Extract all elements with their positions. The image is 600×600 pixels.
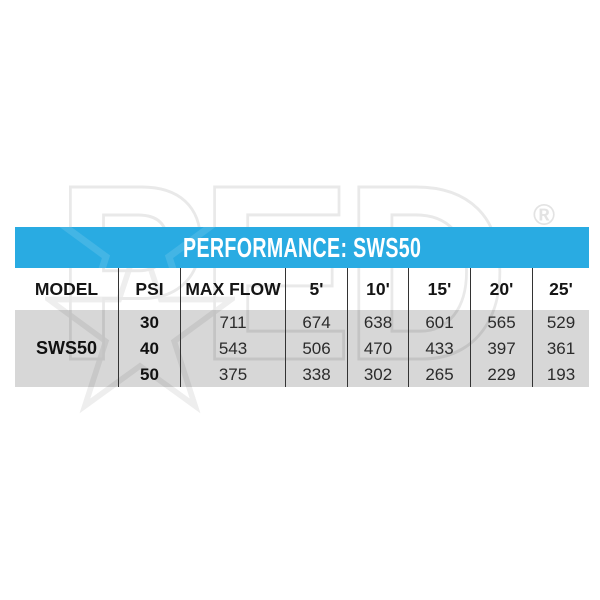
value-cell-20ft: 397 (470, 336, 532, 362)
value-cell-5ft: 674 (285, 310, 347, 336)
column-header-15ft: 15' (408, 268, 470, 310)
psi-cell: 30 (118, 310, 180, 336)
column-header-10ft: 10' (347, 268, 408, 310)
column-header-25ft: 25' (532, 268, 589, 310)
table-title-bar: PERFORMANCE: SWS50 (15, 227, 589, 268)
value-cell-15ft: 601 (408, 310, 470, 336)
performance-table: PERFORMANCE: SWS50 MODEL PSI MAX FLOW 5'… (15, 227, 589, 387)
column-header-model: MODEL (34, 278, 99, 299)
value-cell-10ft: 470 (347, 336, 408, 362)
value-cell-maxflow: 543 (180, 336, 285, 362)
value-cell-25ft: 529 (532, 310, 589, 336)
value-cell-5ft: 506 (285, 336, 347, 362)
psi-cell: 50 (118, 362, 180, 387)
psi-cell: 40 (118, 336, 180, 362)
column-header-5ft: 5' (285, 268, 347, 310)
value-cell-15ft: 265 (408, 362, 470, 387)
table-title: PERFORMANCE: SWS50 (182, 231, 422, 263)
value-cell-15ft: 433 (408, 336, 470, 362)
column-header-psi: PSI (118, 268, 180, 310)
value-cell-20ft: 229 (470, 362, 532, 387)
value-cell-10ft: 302 (347, 362, 408, 387)
column-header-20ft: 20' (470, 268, 532, 310)
column-header-max-flow: MAX FLOW (180, 268, 285, 310)
value-cell-25ft: 361 (532, 336, 589, 362)
value-cell-maxflow: 375 (180, 362, 285, 387)
value-cell-25ft: 193 (532, 362, 589, 387)
model-cell: SWS50 (15, 310, 118, 387)
value-cell-maxflow: 711 (180, 310, 285, 336)
value-cell-20ft: 565 (470, 310, 532, 336)
value-cell-10ft: 638 (347, 310, 408, 336)
value-cell-5ft: 338 (285, 362, 347, 387)
table-grid: MODEL PSI MAX FLOW 5' 10' 15' 20' 25' SW… (15, 268, 589, 387)
